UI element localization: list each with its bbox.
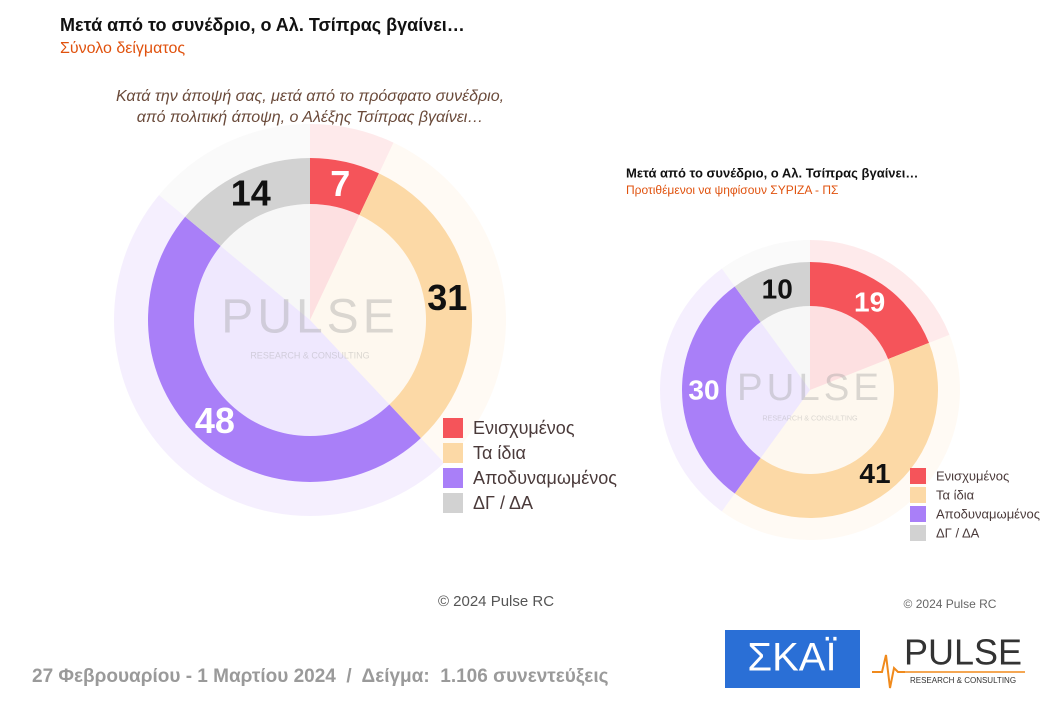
- legend-swatch: [443, 493, 463, 513]
- footer: 27 Φεβρουαρίου - 1 Μαρτίου 2024 / Δείγμα…: [32, 666, 609, 687]
- channel-logo: [725, 630, 860, 688]
- legend-label: Αποδυναμωμένος: [936, 506, 1040, 521]
- donut-segment: [147, 216, 421, 483]
- data-label: 31: [427, 277, 467, 318]
- chart-title: Μετά από το συνέδριο, ο Αλ. Τσίπρας βγαί…: [626, 165, 918, 180]
- data-label: 14: [231, 173, 271, 214]
- legend-label: Αποδυναμωμένος: [473, 468, 617, 488]
- legend-swatch: [443, 443, 463, 463]
- chart-title: Μετά από το συνέδριο, ο Αλ. Τσίπρας βγαί…: [60, 15, 465, 35]
- inner-wedge: [760, 306, 810, 390]
- data-label: 10: [762, 274, 793, 305]
- legend-label: Ενισχυμένος: [473, 418, 575, 438]
- donut-segment: [810, 262, 930, 360]
- inner-wedge: [310, 215, 427, 405]
- legend-label: ΔΓ / ΔΑ: [936, 525, 980, 540]
- channel-logo-text: ΣΚΑΪ: [747, 636, 837, 680]
- legend-swatch: [443, 468, 463, 488]
- legend-swatch: [910, 525, 926, 541]
- legend-label: Τα ίδια: [473, 443, 526, 463]
- question-line: Κατά την άποψή σας, μετά από το πρόσφατο…: [116, 88, 504, 105]
- copyright: © 2024 Pulse RC: [438, 593, 554, 610]
- data-label: 7: [330, 163, 350, 204]
- donut-segment: [734, 342, 939, 519]
- inner-wedge: [193, 246, 390, 437]
- halo-segment: [113, 195, 445, 517]
- halo-segment: [378, 142, 507, 463]
- halo-segment: [158, 124, 310, 217]
- chart-subtitle: Σύνολο δείγματος: [60, 40, 185, 57]
- copyright: © 2024 Pulse RC: [904, 597, 997, 611]
- pulse-logo-text: PULSE: [904, 632, 1022, 673]
- legend-swatch: [443, 418, 463, 438]
- watermark-tagline: RESEARCH & CONSULTING: [250, 350, 369, 360]
- chart-subtitle: Προτιθέμενοι να ψηφίσουν ΣΥΡΙΖΑ - ΠΣ: [626, 183, 838, 197]
- halo-segment: [810, 240, 950, 343]
- inner-wedge: [220, 204, 310, 320]
- donut-segment: [310, 158, 379, 216]
- inner-wedge: [725, 322, 810, 458]
- legend-label: Ενισχυμένος: [936, 468, 1009, 483]
- data-label: 48: [195, 400, 235, 441]
- donut: [113, 124, 507, 517]
- donut: [660, 240, 961, 541]
- legend-swatch: [910, 506, 926, 522]
- data-label: 19: [854, 287, 885, 318]
- legend-swatch: [910, 468, 926, 484]
- donut-segment: [359, 173, 472, 439]
- donut-segment: [681, 286, 761, 494]
- legend-label: Τα ίδια: [936, 487, 975, 502]
- watermark: PULSE: [737, 366, 883, 409]
- pulse-logo-wave: [872, 654, 905, 689]
- data-label: 41: [859, 458, 890, 489]
- legend-swatch: [910, 487, 926, 503]
- inner-wedge: [810, 306, 889, 390]
- donut-segment: [734, 262, 810, 323]
- inner-wedge: [760, 359, 894, 475]
- donut-segment: [185, 158, 310, 247]
- halo-segment: [660, 268, 735, 512]
- pulse-logo-tagline: RESEARCH & CONSULTING: [910, 676, 1016, 685]
- watermark: PULSE: [221, 291, 398, 344]
- legend-label: ΔΓ / ΔΑ: [473, 493, 533, 513]
- data-label: 30: [688, 374, 719, 405]
- inner-wedge: [310, 204, 360, 320]
- watermark-tagline: RESEARCH & CONSULTING: [762, 414, 858, 423]
- question-line: από πολιτική άποψη, ο Αλέξης Τσίπρας βγα…: [137, 109, 484, 126]
- halo-segment: [721, 334, 961, 541]
- halo-segment: [310, 124, 394, 174]
- halo-segment: [721, 240, 810, 287]
